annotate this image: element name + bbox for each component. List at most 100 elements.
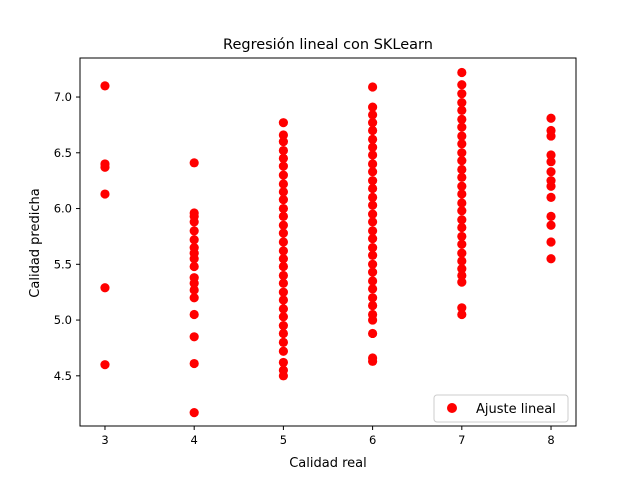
data-point	[457, 89, 467, 99]
legend: Ajuste lineal	[433, 394, 569, 423]
data-point	[546, 220, 556, 230]
data-point	[189, 408, 199, 418]
data-point	[278, 304, 288, 314]
data-point	[457, 67, 467, 78]
data-point	[368, 328, 378, 339]
data-point	[100, 360, 110, 370]
data-point	[368, 200, 378, 210]
data-point	[278, 187, 288, 197]
data-point	[546, 150, 556, 160]
data-point	[368, 276, 378, 286]
data-point	[278, 270, 288, 281]
y-tick-label: 5.5	[54, 257, 72, 271]
data-point	[457, 309, 467, 320]
data-point	[368, 167, 378, 177]
data-point	[100, 162, 110, 172]
data-point	[368, 242, 378, 253]
data-point	[457, 155, 467, 166]
y-tick-label: 4.5	[54, 369, 72, 383]
data-point	[546, 192, 556, 202]
data-point	[278, 246, 288, 256]
data-point	[278, 145, 288, 156]
data-point	[368, 110, 378, 120]
y-tick-label: 5.0	[54, 313, 72, 327]
data-point	[546, 157, 556, 167]
x-tick-label: 6	[369, 433, 376, 447]
data-point	[189, 261, 199, 272]
data-point	[368, 234, 378, 244]
y-tick-label: 7.0	[54, 90, 72, 104]
legend-label: Ajuste lineal	[476, 402, 556, 417]
data-point	[457, 215, 467, 225]
chart-title: Regresión lineal con SKLearn	[223, 37, 433, 53]
data-point	[189, 278, 199, 288]
data-point	[278, 237, 288, 247]
data-point	[457, 303, 467, 313]
data-point	[189, 358, 199, 369]
data-point	[457, 222, 467, 233]
legend-marker	[447, 403, 457, 413]
data-point	[546, 131, 556, 141]
data-point	[278, 228, 288, 238]
data-point	[368, 142, 378, 152]
data-point	[278, 195, 288, 205]
data-point	[368, 118, 378, 128]
data-point	[457, 277, 467, 287]
data-point	[368, 226, 378, 236]
data-point	[278, 137, 288, 147]
data-point	[368, 102, 378, 112]
data-point	[368, 315, 378, 325]
data-point	[100, 189, 110, 199]
data-point	[457, 181, 467, 191]
x-tick-label: 4	[191, 433, 198, 447]
data-point	[546, 113, 556, 123]
data-point	[368, 192, 378, 202]
data-point	[189, 226, 199, 236]
data-point	[546, 211, 556, 221]
data-point	[457, 80, 467, 90]
data-point	[189, 309, 199, 320]
data-point	[278, 312, 288, 322]
data-point	[278, 203, 288, 214]
data-point	[278, 254, 288, 264]
data-point	[189, 217, 199, 227]
y-axis-label: Calidad predicha	[28, 188, 43, 297]
data-point	[189, 285, 199, 295]
data-point	[278, 179, 288, 189]
data-point	[368, 150, 378, 160]
data-point	[278, 211, 288, 221]
data-point	[189, 332, 199, 342]
data-point	[278, 287, 288, 297]
data-point	[368, 82, 378, 92]
data-point	[189, 254, 199, 264]
data-point	[546, 167, 556, 177]
data-point	[457, 172, 467, 182]
data-point	[457, 231, 467, 242]
data-point	[278, 371, 288, 381]
data-point	[368, 209, 378, 219]
legend-box	[433, 394, 569, 423]
x-axis-label: Calidad real	[289, 456, 367, 471]
data-point	[546, 181, 556, 191]
x-tick-label: 8	[547, 433, 554, 447]
data-point	[457, 131, 467, 141]
data-point	[457, 198, 467, 208]
data-point	[457, 122, 467, 132]
data-point	[368, 356, 378, 366]
y-tick-label: 6.5	[54, 146, 72, 160]
data-point	[278, 346, 288, 356]
plot-frame	[79, 57, 577, 427]
data-point	[368, 159, 378, 169]
data-point	[278, 357, 288, 368]
data-point	[100, 81, 110, 91]
data-point	[457, 239, 467, 249]
data-point	[457, 256, 467, 266]
x-tick-label: 3	[101, 433, 108, 447]
data-point	[368, 125, 378, 136]
data-point	[368, 176, 378, 186]
data-point	[457, 148, 467, 158]
data-point	[457, 164, 467, 175]
data-point	[278, 153, 288, 163]
data-point	[278, 295, 288, 305]
data-point	[278, 328, 288, 339]
